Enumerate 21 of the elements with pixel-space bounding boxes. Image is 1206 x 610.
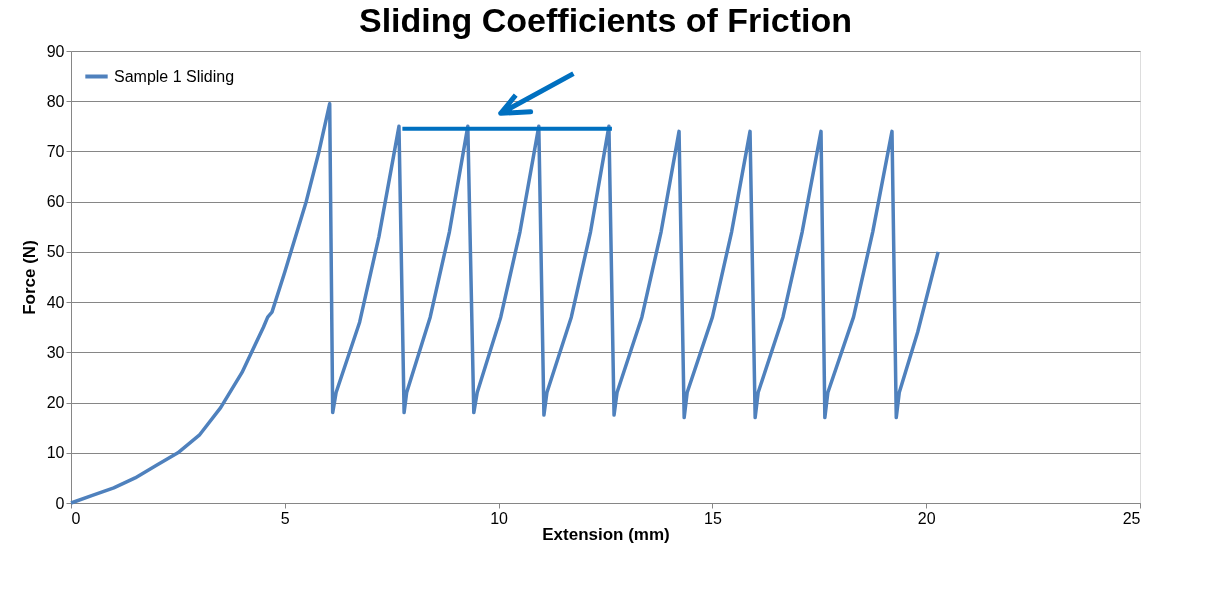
y-tick-label: 10 (46, 444, 65, 462)
x-tick-label: 0 (71, 509, 81, 527)
chart-title: Sliding Coefficients of Friction (359, 1, 852, 39)
y-tick-label: 70 (46, 142, 65, 160)
y-tick-label: 30 (46, 343, 65, 361)
y-tick-label: 0 (55, 494, 65, 512)
y-tick-label: 60 (46, 193, 65, 211)
y-tick-label: 40 (46, 293, 65, 311)
x-tick-label: 25 (1122, 509, 1141, 527)
x-tick-label: 5 (280, 509, 290, 527)
y-tick-label: 90 (46, 42, 65, 60)
x-tick-label: 15 (704, 509, 722, 527)
y-tick-label: 20 (46, 394, 65, 412)
line-series (69, 101, 940, 505)
y-axis-title: Force (N) (19, 240, 39, 315)
x-tick-label: 20 (917, 509, 936, 527)
legend-label: Sample 1 Sliding (114, 67, 235, 85)
x-axis-title: Extension (mm) (542, 524, 670, 544)
y-tick-label: 80 (46, 92, 65, 110)
x-tick-label: 10 (490, 509, 509, 527)
y-tick-label: 50 (46, 243, 65, 261)
